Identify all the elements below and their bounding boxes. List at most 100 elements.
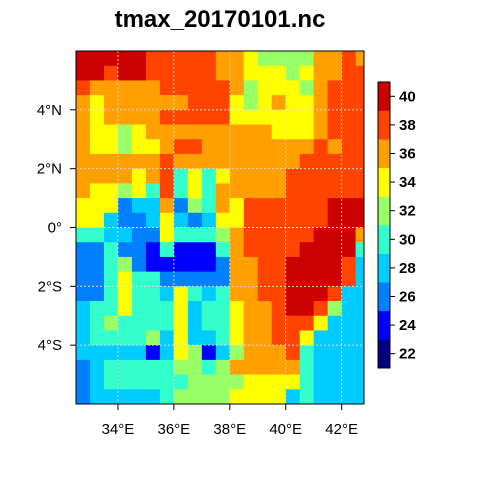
heatmap-cell	[159, 198, 175, 214]
heatmap-cell	[285, 198, 301, 214]
heatmap-cell	[173, 374, 189, 390]
heatmap-cell	[89, 286, 105, 302]
heatmap-cell	[341, 80, 357, 96]
heatmap-cell	[76, 315, 91, 331]
heatmap-cell	[355, 242, 365, 258]
heatmap-cell	[145, 227, 161, 243]
heatmap-cell	[117, 345, 133, 361]
heatmap-cell	[257, 271, 273, 287]
heatmap-cell	[355, 330, 365, 346]
heatmap-cell	[145, 168, 161, 184]
heatmap-cell	[257, 198, 273, 214]
heatmap-cell	[229, 198, 245, 214]
heatmap-cell	[117, 315, 133, 331]
heatmap-cell	[355, 359, 365, 375]
heatmap-cell	[131, 374, 147, 390]
heatmap-cell	[341, 301, 357, 317]
heatmap-cell	[159, 183, 175, 199]
heatmap-cell	[355, 227, 365, 243]
heatmap-cell	[187, 256, 203, 273]
heatmap-cell	[215, 389, 231, 405]
heatmap-cell	[131, 153, 147, 170]
heatmap-cell	[243, 198, 259, 214]
heatmap-cell	[187, 389, 203, 405]
heatmap-cell	[103, 168, 119, 184]
heatmap-cell	[341, 168, 357, 184]
heatmap-cell	[76, 109, 91, 125]
colorbar-tick-label: 36	[399, 146, 416, 163]
colorbar-segment	[378, 110, 390, 140]
heatmap-cell	[257, 301, 273, 317]
heatmap-cell	[229, 139, 245, 155]
heatmap-cell	[341, 271, 357, 287]
heatmap-cell	[327, 80, 343, 96]
heatmap-cell	[285, 256, 301, 273]
heatmap-cell	[327, 51, 343, 67]
heatmap-cell	[313, 301, 329, 317]
heatmap-cell	[271, 256, 287, 273]
heatmap-cell	[215, 168, 231, 184]
x-tick-label: 34°E	[102, 421, 135, 438]
heatmap-cell	[355, 95, 365, 111]
heatmap-cell	[173, 80, 189, 96]
heatmap-cell	[285, 286, 301, 302]
heatmap-cell	[201, 168, 217, 184]
heatmap-cell	[145, 330, 161, 346]
heatmap-cell	[355, 65, 365, 81]
heatmap-cell	[271, 109, 287, 125]
heatmap-cell	[173, 330, 189, 346]
heatmap-cell	[285, 359, 301, 375]
heatmap-cell	[215, 286, 231, 302]
heatmap-cell	[243, 271, 259, 287]
heatmap-cell	[257, 80, 273, 96]
heatmap-cell	[271, 389, 287, 405]
heatmap-cell	[76, 330, 91, 346]
heatmap-cell	[76, 153, 91, 170]
heatmap-cell	[173, 212, 189, 228]
heatmap-cell	[76, 198, 91, 214]
colorbar-segment	[378, 339, 390, 369]
heatmap-cell	[299, 242, 315, 258]
heatmap-cell	[159, 374, 175, 390]
heatmap-cell	[103, 256, 119, 273]
heatmap-cell	[215, 109, 231, 125]
heatmap-cell	[299, 183, 315, 199]
y-tick-label: 0°	[48, 220, 62, 237]
heatmap-cell	[117, 139, 133, 155]
heatmap-cell	[271, 65, 287, 81]
heatmap-cell	[271, 198, 287, 214]
heatmap-cell	[117, 359, 133, 375]
heatmap-cell	[243, 80, 259, 96]
heatmap-cell	[215, 153, 231, 170]
colorbar-tick-label: 32	[399, 203, 416, 220]
heatmap-cell	[229, 227, 245, 243]
heatmap-cell	[271, 51, 287, 67]
heatmap-cell	[327, 359, 343, 375]
heatmap-cell	[89, 242, 105, 258]
heatmap-cell	[103, 359, 119, 375]
heatmap-cell	[159, 153, 175, 170]
heatmap-cell	[76, 359, 91, 375]
heatmap-cell	[257, 109, 273, 125]
heatmap-cell	[341, 286, 357, 302]
heatmap-cell	[145, 389, 161, 405]
heatmap-cell	[145, 345, 161, 361]
heatmap-cell	[271, 124, 287, 140]
heatmap-cell	[201, 109, 217, 125]
heatmap-cell	[145, 95, 161, 111]
heatmap-cell	[243, 212, 259, 228]
heatmap-cell	[229, 168, 245, 184]
heatmap-cell	[243, 389, 259, 405]
heatmap-cell	[131, 345, 147, 361]
heatmap-cell	[355, 389, 365, 405]
heatmap-cell	[313, 153, 329, 170]
colorbar-segment	[378, 253, 390, 283]
heatmap-cell	[117, 65, 133, 81]
heatmap-cell	[341, 359, 357, 375]
heatmap-cells	[76, 51, 365, 405]
heatmap-cell	[173, 256, 189, 273]
heatmap-cell	[173, 389, 189, 405]
heatmap-cell	[117, 183, 133, 199]
heatmap-cell	[313, 109, 329, 125]
